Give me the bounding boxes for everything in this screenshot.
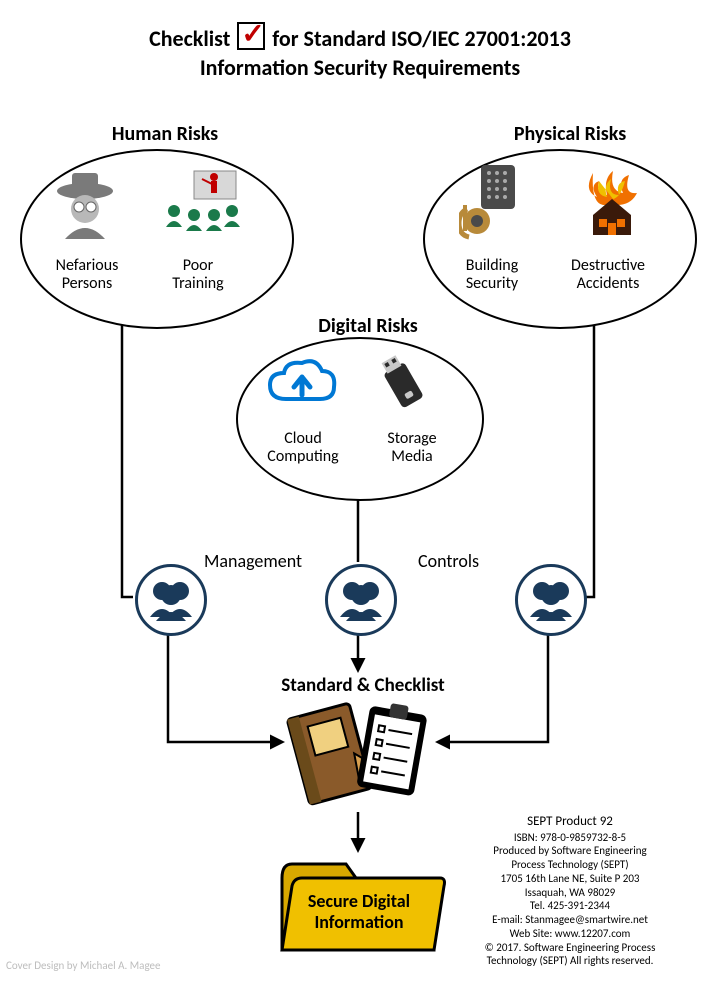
physical-risks-bubble: [423, 149, 697, 329]
footer-email: E-mail: Stanmagee@smartwire.net: [440, 913, 700, 927]
footer-product: SEPT Product 92: [440, 814, 700, 830]
training-icon: [160, 169, 240, 239]
standard-checklist-icon: [284, 696, 434, 816]
people-group-icon: [328, 567, 394, 633]
management-label: Management: [204, 550, 302, 572]
footer-producer: Produced by Software EngineeringProcess …: [440, 844, 700, 872]
door-lock-icon: [459, 165, 521, 243]
mgmt-circle-1: [325, 564, 397, 636]
digital-risks-bubble: [236, 337, 484, 501]
digital-risks-title: Digital Risks: [298, 314, 438, 338]
cloud-computing-label: CloudComputing: [256, 430, 350, 465]
people-group-icon: [518, 567, 584, 633]
footer-tel: Tel. 425-391-2344: [440, 899, 700, 913]
storage-media-label: StorageMedia: [372, 430, 452, 465]
controls-label: Controls: [418, 550, 479, 572]
footer-info: SEPT Product 92 ISBN: 978-0-9859732-8-5 …: [440, 814, 700, 968]
cloud-upload-icon: [264, 357, 338, 415]
people-group-icon: [138, 567, 204, 633]
footer-web: Web Site: www.12207.com: [440, 927, 700, 941]
design-credit: Cover Design by Michael A. Magee: [6, 959, 161, 972]
usb-drive-icon: [378, 355, 438, 415]
footer-copyright: © 2017. Software Engineering ProcessTech…: [440, 941, 700, 969]
page-title-line2: Information Security Requirements: [0, 54, 720, 81]
mgmt-circle-2: [515, 564, 587, 636]
page-title-line1: Checklist for Standard ISO/IEC 27001:201…: [0, 22, 720, 52]
destructive-accidents-label: DestructiveAccidents: [558, 257, 658, 292]
physical-risks-title: Physical Risks: [490, 122, 650, 146]
spy-icon: [50, 169, 120, 239]
checkbox-icon: [237, 22, 265, 50]
title-post: for Standard ISO/IEC 27001:2013: [272, 25, 571, 52]
standard-checklist-label: Standard & Checklist: [258, 674, 468, 697]
building-security-label: BuildingSecurity: [452, 257, 532, 292]
footer-isbn: ISBN: 978-0-9859732-8-5: [440, 831, 700, 845]
fire-house-icon: [573, 161, 651, 239]
human-risks-bubble: [20, 149, 294, 329]
nefarious-label: NefariousPersons: [42, 257, 132, 292]
training-label: PoorTraining: [158, 257, 238, 292]
title-pre: Checklist: [149, 25, 230, 52]
mgmt-circle-0: [135, 564, 207, 636]
secure-digital-label: Secure DigitalInformation: [294, 891, 424, 932]
footer-address: 1705 16th Lane NE, Suite P 203Issaquah, …: [440, 872, 700, 900]
human-risks-title: Human Risks: [95, 122, 235, 146]
